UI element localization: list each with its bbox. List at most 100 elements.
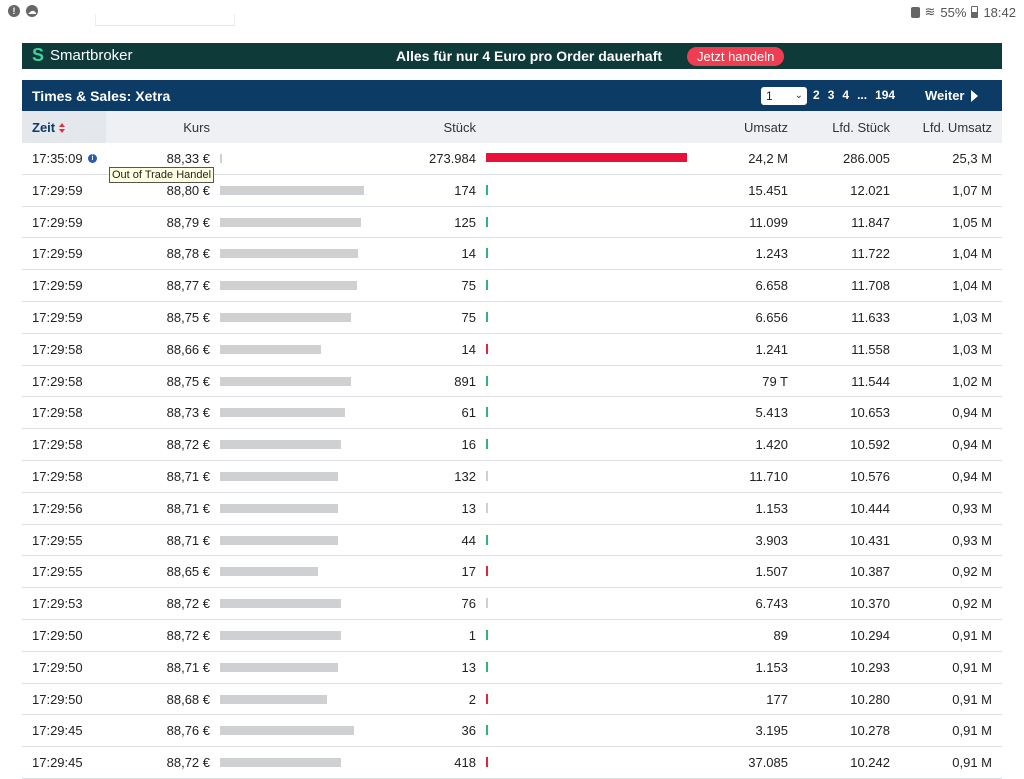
cumulative-turnover: 25,3 M (952, 151, 992, 166)
trade-time: 17:29:53 (32, 596, 83, 612)
brand: S Smartbroker (32, 46, 133, 64)
table-row: 17:29:58 88,75 € 891 79 T 11.544 1,02 M (22, 366, 1002, 398)
price-level-bar (220, 312, 351, 322)
table-row: 17:29:55 88,65 € 17 1.507 10.387 0,92 M (22, 556, 1002, 589)
cumulative-quantity: 10.280 (850, 691, 890, 707)
column-header-zeit[interactable]: Zeit (32, 120, 66, 135)
tooltip: Out of Trade Handel (109, 167, 215, 183)
quantity-bar (486, 725, 488, 736)
trade-time: 17:29:58 (32, 405, 83, 421)
price-level-bar (220, 599, 341, 609)
column-header-kurs[interactable]: Kurs (183, 120, 210, 135)
trade-quantity: 36 (461, 723, 476, 739)
cumulative-turnover: 0,91 M (952, 755, 992, 771)
table-row: 17:29:45 88,72 € 418 37.085 10.242 0,91 M (22, 747, 1002, 779)
next-page-button[interactable]: Weiter (925, 88, 978, 103)
table-row: 17:29:58 88,71 € 132 11.710 10.576 0,94 M (22, 461, 1002, 493)
cumulative-quantity: 11.708 (851, 278, 890, 294)
trade-now-button[interactable]: Jetzt handeln (687, 47, 785, 66)
trade-quantity: 273.984 (429, 151, 476, 166)
cumulative-quantity: 10.444 (850, 500, 890, 516)
page-link-last[interactable]: 194 (875, 88, 896, 102)
cumulative-turnover: 1,03 M (952, 309, 992, 325)
trade-quantity: 125 (454, 214, 476, 230)
trade-time: 17:29:58 (32, 468, 83, 484)
table-header: Zeit Kurs Stück Umsatz Lfd. Stück Lfd. U… (22, 111, 1002, 143)
price-level-bar (220, 217, 361, 227)
clock: 18:42 (983, 4, 1016, 20)
trade-quantity: 14 (461, 246, 476, 262)
trade-time: 17:29:58 (32, 341, 83, 357)
quantity-bar (486, 439, 488, 450)
cumulative-quantity: 10.370 (850, 596, 890, 612)
trade-price: 88,72 € (166, 596, 210, 612)
quantity-bar (486, 375, 488, 386)
cumulative-turnover: 1,05 M (952, 214, 992, 230)
page-select[interactable]: 1 ⌄ (761, 87, 807, 105)
trade-quantity: 132 (454, 468, 476, 484)
trade-time: 17:29:55 (32, 532, 83, 548)
trade-turnover: 37.085 (748, 755, 788, 771)
cumulative-quantity: 10.576 (850, 468, 890, 484)
trade-turnover: 89 (773, 627, 788, 643)
trade-price: 88,73 € (166, 405, 210, 421)
quantity-bar (486, 598, 488, 609)
trade-quantity: 16 (461, 437, 476, 453)
quantity-bar (486, 757, 488, 768)
page-link-2[interactable]: 2 (813, 88, 820, 102)
trade-time: 17:29:45 (32, 755, 83, 771)
trade-time: 17:29:50 (32, 627, 83, 643)
price-level-bar (220, 471, 338, 481)
trade-quantity: 44 (461, 532, 476, 548)
price-level-bar (220, 694, 327, 704)
table-row: 17:29:56 88,71 € 13 1.153 10.444 0,93 M (22, 493, 1002, 525)
trade-turnover: 15.451 (748, 182, 788, 198)
column-header-stueck[interactable]: Stück (443, 120, 476, 135)
cumulative-turnover: 0,91 M (952, 659, 992, 675)
cumulative-quantity: 12.021 (850, 182, 890, 198)
price-level-bar (220, 249, 358, 259)
cumulative-turnover: 0,92 M (952, 564, 992, 580)
cumulative-turnover: 0,91 M (952, 691, 992, 707)
trade-quantity: 14 (461, 341, 476, 357)
price-level-bar (220, 503, 338, 513)
table-row: 17:29:55 88,71 € 44 3.903 10.431 0,93 M (22, 525, 1002, 557)
smartbroker-banner[interactable]: S Smartbroker Alles für nur 4 Euro pro O… (22, 43, 1002, 69)
price-level-bar (220, 185, 364, 195)
trade-quantity: 17 (461, 564, 476, 580)
trades-table: 17:35:09 88,33 € 273.984 24,2 M 286.005 25,3 … (22, 143, 1002, 779)
trade-price: 88,78 € (166, 246, 210, 262)
page-link-4[interactable]: 4 (842, 88, 850, 102)
cumulative-quantity: 11.722 (851, 246, 890, 262)
trade-turnover: 1.241 (755, 341, 788, 357)
price-level-bar (220, 758, 341, 768)
status-bar: ! ☁ ≋ 55% 18:42 (0, 0, 1024, 26)
alert-icon: ! (8, 5, 20, 17)
cumulative-quantity: 11.544 (851, 373, 890, 389)
price-level-bar (220, 281, 357, 291)
trade-price: 88,66 € (166, 341, 210, 357)
column-header-umsatz[interactable]: Umsatz (743, 120, 788, 135)
table-row: 17:29:58 88,66 € 14 1.241 11.558 1,03 M (22, 334, 1002, 366)
quantity-bar (486, 248, 488, 259)
trade-turnover: 11.099 (749, 214, 788, 230)
trade-price: 88,72 € (166, 437, 210, 453)
quantity-bar (486, 153, 687, 162)
trade-price: 88,71 € (166, 532, 210, 548)
table-row: 17:29:58 88,72 € 16 1.420 10.592 0,94 M (22, 429, 1002, 461)
trade-time: 17:29:59 (32, 182, 83, 198)
next-page-label: Weiter (925, 88, 965, 103)
column-header-lfd-stueck[interactable]: Lfd. Stück (832, 120, 890, 135)
pagination: 2 3 4 ... 194 (813, 88, 895, 102)
trade-time: 17:29:59 (32, 214, 83, 230)
info-icon[interactable]: i (88, 154, 97, 163)
chevron-down-icon: ⌄ (794, 90, 803, 101)
cumulative-quantity: 10.278 (850, 723, 890, 739)
cumulative-turnover: 1,04 M (952, 246, 992, 262)
column-header-lfd-umsatz[interactable]: Lfd. Umsatz (922, 120, 992, 135)
cumulative-turnover: 0,94 M (952, 437, 992, 453)
page-link-3[interactable]: 3 (827, 88, 835, 102)
trade-price: 88,72 € (166, 755, 210, 771)
cumulative-quantity: 10.294 (850, 627, 890, 643)
trade-quantity: 418 (454, 755, 476, 771)
